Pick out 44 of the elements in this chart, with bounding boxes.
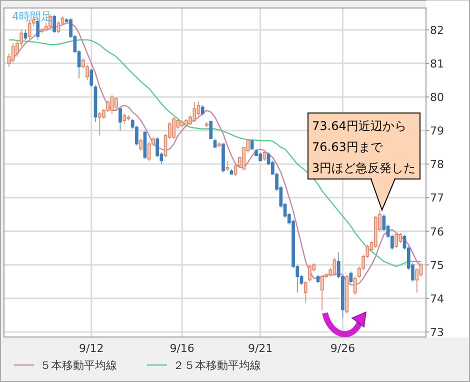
y-tick-label: 81 xyxy=(430,57,444,70)
candlestick xyxy=(415,268,419,294)
candlestick xyxy=(139,138,143,152)
candlestick xyxy=(11,42,15,64)
candlestick xyxy=(250,138,254,150)
annotation: 73.64円近辺から 76.63円まで 3円ほど急反発した xyxy=(312,119,416,175)
candlestick xyxy=(56,20,60,34)
y-tick-label: 80 xyxy=(430,90,444,104)
candlestick xyxy=(200,104,204,116)
candlestick xyxy=(156,136,159,158)
chart-subtitle: 4時間足 xyxy=(12,10,52,23)
candlestick xyxy=(320,274,324,311)
candlestick xyxy=(308,264,312,282)
candlestick xyxy=(110,94,114,114)
candlestick xyxy=(398,232,402,244)
legend-label: ２５本移動平均線 xyxy=(173,359,261,372)
candlestick xyxy=(209,120,213,140)
candlestick xyxy=(147,142,151,162)
y-tick-label: 82 xyxy=(430,24,444,37)
y-tick-label: 75 xyxy=(430,258,444,272)
candlestick xyxy=(122,113,126,124)
picture-callout: 73.64円近辺から 76.63円まで 3円ほど急反発した xyxy=(308,112,420,212)
candlestick xyxy=(304,281,308,304)
candlestick xyxy=(114,96,118,111)
candlestick xyxy=(226,160,230,172)
candlestick xyxy=(118,106,122,132)
y-tick-label: 78 xyxy=(430,158,444,172)
y-tick-label: 74 xyxy=(430,292,444,306)
candlestick xyxy=(172,116,176,140)
candlestick xyxy=(98,112,102,136)
candlestick xyxy=(192,102,196,123)
x-tick-label: 9/26 xyxy=(330,342,356,355)
candlestick xyxy=(394,232,398,249)
y-tick-label: 79 xyxy=(430,124,444,138)
candlestick xyxy=(52,14,56,34)
x-tick-label: 9/21 xyxy=(248,342,273,355)
y-tick-label: 73 xyxy=(430,326,444,339)
x-tick-label: 9/16 xyxy=(170,342,194,355)
legend-label: ５本移動平均線 xyxy=(40,359,117,372)
y-tick-label: 77 xyxy=(430,192,444,205)
candlestick xyxy=(90,68,94,88)
y-tick-label: 76 xyxy=(430,225,444,238)
x-tick-label: 9/12 xyxy=(79,342,104,355)
candlestick xyxy=(419,262,423,278)
